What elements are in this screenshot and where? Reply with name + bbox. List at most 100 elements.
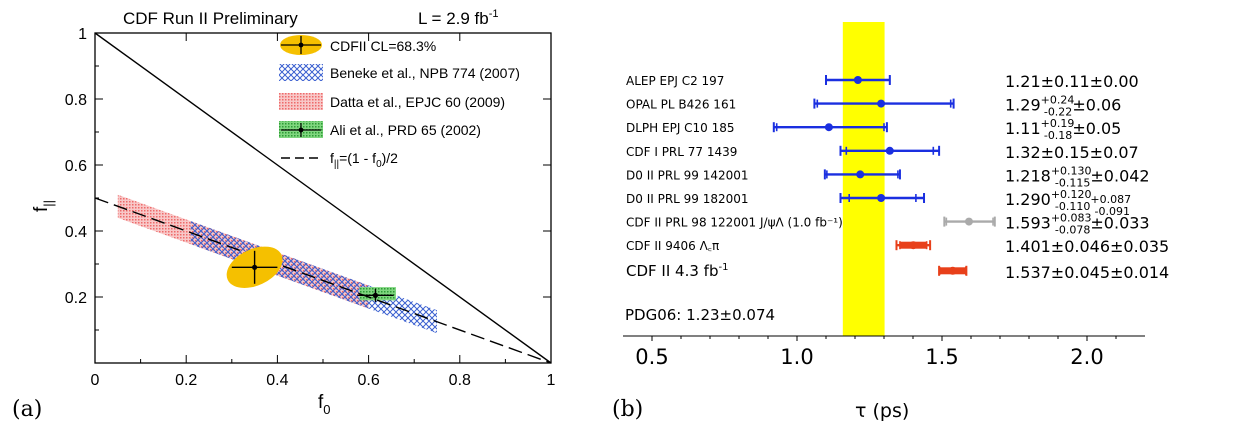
row-point (877, 194, 886, 202)
row-label: DLPH EPJ C10 185 (626, 121, 735, 135)
row-value-part: 1.29 (1005, 96, 1041, 115)
row-label-text: CDF II 9406 Λ꜀π (626, 239, 719, 253)
row-label: CDF I PRL 77 1439 (626, 145, 737, 159)
row-value-part: ±0.042 (1090, 166, 1149, 185)
x-tick-label: 2.0 (1070, 345, 1103, 369)
row-value: 1.290+0.120 -0.110+0.087 -0.091 (1005, 188, 1131, 218)
row-value-part: 1.593 (1005, 214, 1051, 233)
panel-a-legend: CDFII CL=68.3% Beneke et al., NPB 774 (2… (279, 35, 520, 170)
panel-b-x-label: τ (ps) (855, 400, 909, 422)
row-label-text: CDF II 4.3 fb (626, 262, 718, 280)
row-label: CDF II 4.3 fb-1 (626, 262, 728, 280)
legend-item-line: f||=(1 - f0)/2 (281, 150, 398, 170)
measurement-row: CDF II 4.3 fb-1 1.537±0.045±0.014 (626, 262, 1169, 282)
row-value-part: 1.290 (1005, 190, 1051, 209)
x-tick-label: 0.2 (175, 372, 197, 389)
measurement-row: CDF I PRL 77 1439 1.32±0.15±0.07 (626, 143, 1139, 162)
row-value-part: 1.21±0.11±0.00 (1005, 72, 1139, 91)
row-value: 1.401±0.046±0.035 (1005, 237, 1169, 256)
pdg-band-rect (842, 22, 885, 336)
row-point (964, 217, 973, 226)
row-value-part: +0.24 (1041, 94, 1075, 107)
measurement-row: OPAL PL B426 161 1.29+0.24 -0.22±0.06 (626, 94, 1121, 119)
measurement-row: D0 II PRL 99 142001 1.218+0.130 -0.115±0.0… (626, 164, 1150, 189)
ali-point (372, 292, 379, 298)
x-tick-label: 0.8 (449, 372, 471, 389)
x-tick-label: 1.5 (925, 345, 958, 369)
row-value-part: -0.18 (1044, 129, 1072, 142)
measurement-row: DLPH EPJ C10 185 1.11+0.19 -0.18±0.05 (626, 117, 1121, 142)
row-value: 1.21±0.11±0.00 (1005, 72, 1139, 91)
row-value-part: 1.537±0.045±0.014 (1005, 263, 1169, 282)
row-value-part: ±0.033 (1090, 214, 1149, 233)
panel-a-y-label: f|| (31, 200, 56, 212)
row-label-text: OPAL PL B426 161 (626, 98, 736, 112)
row-label: OPAL PL B426 161 (626, 98, 736, 112)
row-value-part: +0.130 (1051, 164, 1092, 177)
panel-a-header-right: L = 2.9 fb-1 (418, 8, 499, 28)
panel-a-y-ticks: 0.2 0.4 0.6 0.8 1 (65, 26, 551, 331)
row-point (824, 123, 833, 132)
x-tick-label: 0.5 (635, 345, 668, 369)
row-point (853, 76, 862, 84)
row-value-part: -0.110 (1055, 200, 1090, 213)
row-point (948, 266, 957, 275)
row-label-text: CDF I PRL 77 1439 (626, 145, 737, 159)
row-label: ALEP EPJ C2 197 (626, 74, 724, 88)
row-value-part: +0.19 (1041, 117, 1075, 130)
panel-a: CDF Run II Preliminary L = 2.9 fb-1 0 0.2… (12, 8, 556, 422)
y-tick-label: 0.4 (65, 224, 87, 241)
row-label-text: D0 II PRL 99 142001 (626, 168, 749, 182)
panel-b-tag: (b) (612, 397, 643, 422)
pdg-label: PDG06: 1.23±0.074 (625, 306, 775, 324)
legend-label-line: f||=(1 - f0)/2 (330, 150, 398, 170)
row-value-part: 1.32±0.15±0.07 (1005, 143, 1139, 162)
legend-label-datta: Datta et al., EPJC 60 (2009) (330, 94, 505, 110)
x-tick-label: 0.6 (357, 372, 379, 389)
row-value-part: +0.120 (1051, 188, 1092, 201)
panel-a-header: CDF Run II Preliminary L = 2.9 fb-1 (123, 8, 499, 28)
panel-b: ALEP EPJ C2 197 1.21±0.11±0.00 OPAL PL B42… (612, 22, 1169, 422)
panel-a-x-label: f0 (318, 392, 331, 417)
row-value-part: 1.218 (1005, 166, 1051, 185)
ali-band (359, 287, 396, 301)
legend-label-beneke: Beneke et al., NPB 774 (2007) (330, 65, 520, 81)
row-value: 1.218+0.130 -0.115±0.042 (1005, 164, 1150, 189)
legend-label-cdf: CDFII CL=68.3% (330, 38, 436, 54)
legend-item-datta: Datta et al., EPJC 60 (2009) (279, 93, 505, 110)
row-value-part: 1.401±0.046±0.035 (1005, 237, 1169, 256)
panel-a-tag: (a) (12, 397, 42, 422)
panel-b-x-ticks: 0.5 1.0 1.5 2.0 (635, 336, 1117, 369)
row-point (885, 146, 894, 155)
row-label-text: D0 II PRL 99 182001 (626, 192, 749, 206)
measurement-row: CDF II PRL 98 122001 J/ψΛ (1.0 fb⁻¹) 1.59… (626, 212, 1150, 237)
measurement-row: D0 II PRL 99 182001 1.290+0.120 -0.110+0.0… (626, 188, 1131, 218)
row-point (909, 241, 918, 250)
row-value: 1.32±0.15±0.07 (1005, 143, 1139, 162)
legend-item-ali: Ali et al., PRD 65 (2002) (279, 121, 481, 138)
row-point (877, 99, 886, 108)
dashed-line (94, 197, 552, 364)
row-point (856, 170, 865, 179)
row-value-part: +0.083 (1051, 212, 1092, 225)
row-label-text: DLPH EPJ C10 185 (626, 121, 735, 135)
y-tick-label: 1 (78, 26, 87, 43)
row-value-part: -0.091 (1095, 205, 1130, 218)
row-value-part: -0.22 (1044, 106, 1072, 119)
x-tick-label: 1.0 (780, 345, 813, 369)
y-tick-label: 0.2 (65, 290, 87, 307)
row-value-part: ±0.06 (1072, 96, 1121, 115)
measurement-row: ALEP EPJ C2 197 1.21±0.11±0.00 (626, 72, 1139, 91)
panel-a-plot-area (94, 32, 552, 364)
row-value-part: ±0.05 (1072, 119, 1121, 138)
row-value-part: +0.087 (1090, 193, 1131, 206)
measurement-rows: ALEP EPJ C2 197 1.21±0.11±0.00 OPAL PL B42… (626, 72, 1169, 282)
row-label-text: CDF II PRL 98 122001 J/ψΛ (1.0 fb⁻¹) (626, 216, 843, 230)
row-value: 1.11+0.19 -0.18±0.05 (1005, 117, 1121, 142)
panel-a-header-left: CDF Run II Preliminary (123, 9, 298, 28)
row-label: CDF II 9406 Λ꜀π (626, 239, 719, 253)
cdf-point (252, 264, 258, 270)
diagonal-line (94, 32, 552, 364)
row-label-sup: -1 (718, 262, 728, 273)
